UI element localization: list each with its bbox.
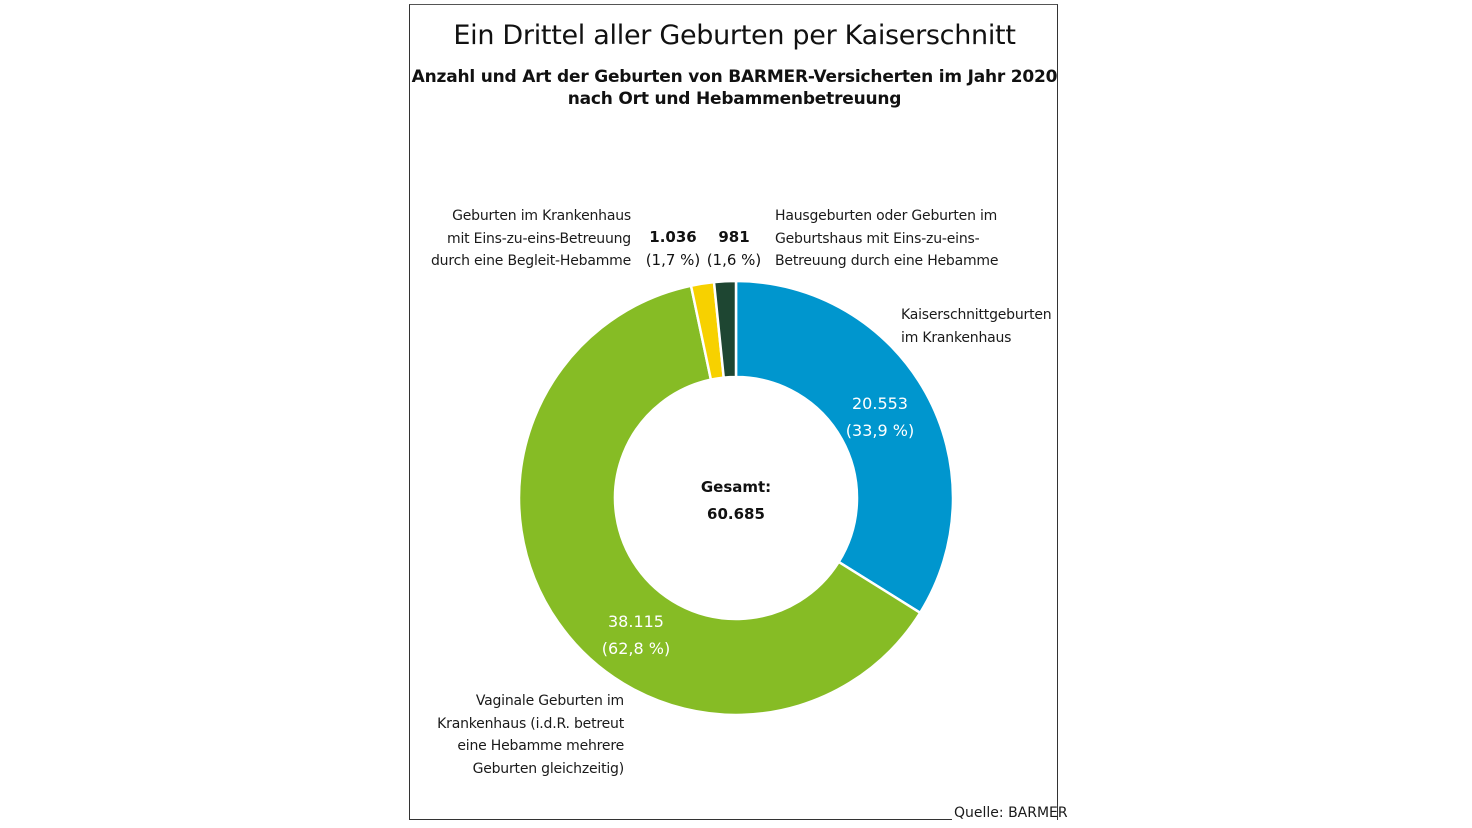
- chart-frame-bottom-rule: [409, 819, 952, 820]
- data-label-klinik-eins-zu-eins: 1.036 (1,7 %): [637, 226, 709, 272]
- slice-label-line: Vaginale Geburten im: [475, 693, 624, 709]
- chart-title: Ein Drittel aller Geburten per Kaisersch…: [453, 20, 1016, 51]
- center-total-value: 60.685: [707, 505, 765, 523]
- data-label-hausgeburten: 981 (1,6 %): [704, 226, 764, 272]
- slice-label-line: Hausgeburten oder Geburten im: [775, 208, 998, 224]
- slice-label-hausgeburten: Hausgeburten oder Geburten im Geburtshau…: [775, 205, 1045, 273]
- chart-subtitle: Anzahl und Art der Geburten von BARMER-V…: [409, 66, 1060, 110]
- donut-center-total: Gesamt: 60.685: [636, 474, 836, 528]
- data-label-vaginal: 38.115 (62,8 %): [586, 608, 686, 662]
- source-note: Quelle: BARMER: [954, 805, 1068, 821]
- slice-label-kaiserschnitt: Kaiserschnittgeburten im Krankenhaus: [901, 304, 1061, 349]
- slice-label-line: Geburten gleichzeitig): [472, 760, 625, 777]
- data-label-value: 20.553: [852, 394, 908, 413]
- slice-hausgeburten: [712, 279, 738, 379]
- center-total-label: Gesamt:: [700, 478, 772, 496]
- slice-label-line: Betreuung durch eine Hebamme: [775, 253, 999, 269]
- chart-subtitle-line-2: nach Ort und Hebammenbetreuung: [567, 89, 902, 109]
- slice-label-line: mit Eins-zu-eins-Betreuung: [447, 230, 631, 247]
- slice-label-klinik-eins-zu-eins: Geburten im Krankenhaus mit Eins-zu-eins…: [420, 205, 631, 273]
- slice-label-line: eine Hebamme mehrere: [457, 738, 624, 754]
- chart-frame: [409, 4, 1058, 820]
- data-label-percent: (62,8 %): [601, 639, 671, 658]
- slice-kaiserschnitt: [734, 279, 955, 615]
- slice-label-line: durch eine Begleit-Hebamme: [430, 253, 631, 269]
- data-label-value: 1.036: [649, 228, 697, 246]
- data-label-value: 981: [718, 228, 750, 246]
- slice-label-line: Geburten im Krankenhaus: [452, 208, 631, 224]
- data-label-kaiserschnitt: 20.553 (33,9 %): [830, 390, 930, 444]
- data-label-percent: (33,9 %): [845, 421, 915, 440]
- data-label-value: 38.115: [608, 612, 664, 631]
- slice-vaginal: [517, 284, 922, 717]
- data-label-percent: (1,6 %): [706, 251, 762, 269]
- slice-label-vaginal: Vaginale Geburten im Krankenhaus (i.d.R.…: [420, 690, 624, 780]
- slice-label-line: Krankenhaus (i.d.R. betreut: [437, 715, 624, 732]
- slice-label-line: Geburtshaus mit Eins-zu-eins-: [775, 230, 980, 247]
- slice-label-line: im Krankenhaus: [901, 329, 1012, 346]
- chart-subtitle-line-1: Anzahl und Art der Geburten von BARMER-V…: [411, 67, 1058, 87]
- slice-label-line: Kaiserschnittgeburten: [901, 307, 1052, 323]
- data-label-percent: (1,7 %): [645, 251, 701, 269]
